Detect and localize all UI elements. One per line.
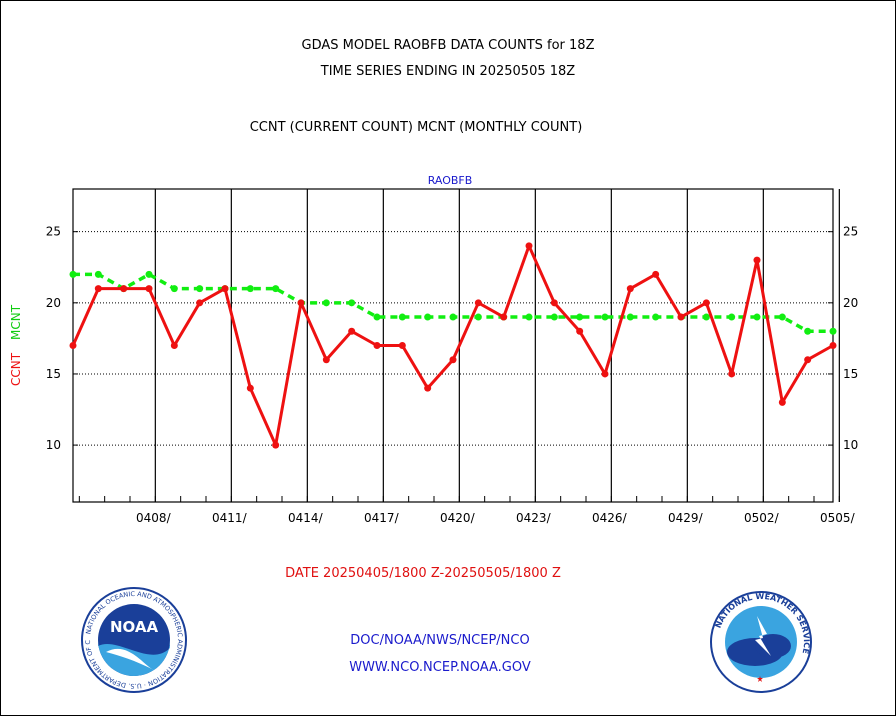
data-point-mcnt	[829, 327, 837, 335]
data-point-mcnt	[804, 327, 812, 335]
data-point-ccnt	[702, 299, 710, 307]
y-tick-label-left: 10	[46, 438, 61, 452]
data-point-mcnt	[778, 313, 786, 321]
data-point-mcnt	[145, 270, 153, 278]
x-tick-label: 0411/	[212, 511, 248, 525]
noaa-logo: NOAA NATIONAL OCEANIC AND ATMOSPHERIC AD…	[81, 587, 187, 693]
data-point-ccnt	[804, 356, 812, 364]
data-point-mcnt	[702, 313, 710, 321]
data-point-ccnt	[120, 285, 128, 293]
x-tick-label: 0505/	[820, 511, 856, 525]
data-point-mcnt	[398, 313, 406, 321]
data-point-mcnt	[348, 299, 356, 307]
data-point-ccnt	[601, 370, 609, 378]
x-tick-label: 0429/	[668, 511, 704, 525]
data-point-mcnt	[753, 313, 761, 321]
data-point-ccnt	[246, 384, 254, 392]
data-point-ccnt	[474, 299, 482, 307]
plot-area: 0408/0411/0414/0417/0420/0423/0426/0429/…	[46, 188, 858, 525]
noaa-logo-text: NOAA	[110, 618, 159, 636]
data-point-ccnt	[449, 356, 457, 364]
chart-subtitle: CCNT (CURRENT COUNT) MCNT (MONTHLY COUNT…	[249, 120, 583, 135]
data-point-ccnt	[829, 342, 837, 349]
data-point-ccnt	[550, 299, 558, 307]
y-axis-label-ccnt: CCNT	[9, 352, 23, 386]
data-point-mcnt	[474, 313, 482, 321]
x-tick-label: 0414/	[288, 511, 324, 525]
plot-title: RAOBFB	[428, 174, 473, 187]
data-point-ccnt	[297, 299, 305, 307]
y-tick-label-left: 25	[46, 225, 61, 239]
data-point-ccnt	[348, 327, 356, 335]
y-tick-label-right: 20	[843, 296, 858, 310]
data-point-ccnt	[626, 285, 634, 293]
data-point-mcnt	[69, 270, 77, 278]
data-point-ccnt	[652, 270, 660, 278]
data-point-ccnt	[753, 256, 761, 264]
data-point-ccnt	[196, 299, 204, 307]
data-point-ccnt	[728, 370, 736, 378]
data-point-ccnt	[398, 342, 406, 349]
y-axis-label-mcnt: MCNT	[9, 304, 23, 340]
data-point-mcnt	[170, 285, 178, 293]
plot-border	[72, 188, 834, 503]
website-link[interactable]: WWW.NCO.NCEP.NOAA.GOV	[349, 660, 531, 675]
x-tick-label: 0420/	[440, 511, 476, 525]
data-point-ccnt	[778, 398, 786, 406]
data-point-mcnt	[601, 313, 609, 321]
data-point-ccnt	[94, 285, 102, 293]
series-line-ccnt	[71, 244, 834, 447]
data-point-ccnt	[221, 285, 229, 293]
data-point-mcnt	[196, 285, 204, 293]
data-point-mcnt	[373, 313, 381, 321]
y-tick-label-right: 10	[843, 438, 858, 452]
data-point-mcnt	[525, 313, 533, 321]
y-tick-label-right: 15	[843, 367, 858, 381]
data-point-ccnt	[525, 242, 533, 250]
data-point-mcnt	[652, 313, 660, 321]
x-tick-label: 0423/	[516, 511, 552, 525]
x-tick-label: 0502/	[744, 511, 780, 525]
data-point-mcnt	[728, 313, 736, 321]
y-tick-label-left: 15	[46, 367, 61, 381]
data-point-ccnt	[500, 313, 508, 321]
data-point-mcnt	[272, 285, 280, 293]
data-point-mcnt	[576, 313, 584, 321]
data-point-ccnt	[145, 285, 153, 293]
data-point-mcnt	[626, 313, 634, 321]
x-tick-label: 0408/	[136, 511, 172, 525]
data-point-ccnt	[272, 441, 280, 449]
data-point-mcnt	[246, 285, 254, 293]
chart-title-line1: GDAS MODEL RAOBFB DATA COUNTS for 18Z	[301, 38, 595, 53]
data-point-ccnt	[576, 327, 584, 335]
data-point-ccnt	[170, 342, 178, 349]
data-point-ccnt	[69, 342, 77, 349]
data-point-ccnt	[373, 342, 381, 349]
org-path-link[interactable]: DOC/NOAA/NWS/NCEP/NCO	[350, 633, 530, 648]
chart-title-line2: TIME SERIES ENDING IN 20250505 18Z	[320, 64, 576, 79]
data-point-mcnt	[322, 299, 330, 307]
data-point-mcnt	[550, 313, 558, 321]
data-point-mcnt	[424, 313, 432, 321]
data-point-mcnt	[449, 313, 457, 321]
data-point-mcnt	[94, 270, 102, 278]
x-tick-label: 0426/	[592, 511, 628, 525]
y-tick-label-right: 25	[843, 225, 858, 239]
y-tick-label-left: 20	[46, 296, 61, 310]
data-point-ccnt	[424, 384, 432, 392]
data-point-ccnt	[677, 313, 685, 321]
nws-logo: NATIONAL WEATHER SERVICE	[710, 591, 812, 693]
x-tick-label: 0417/	[364, 511, 400, 525]
date-range-label: DATE 20250405/1800 Z-20250505/1800 Z	[285, 566, 561, 581]
data-point-ccnt	[322, 356, 330, 364]
